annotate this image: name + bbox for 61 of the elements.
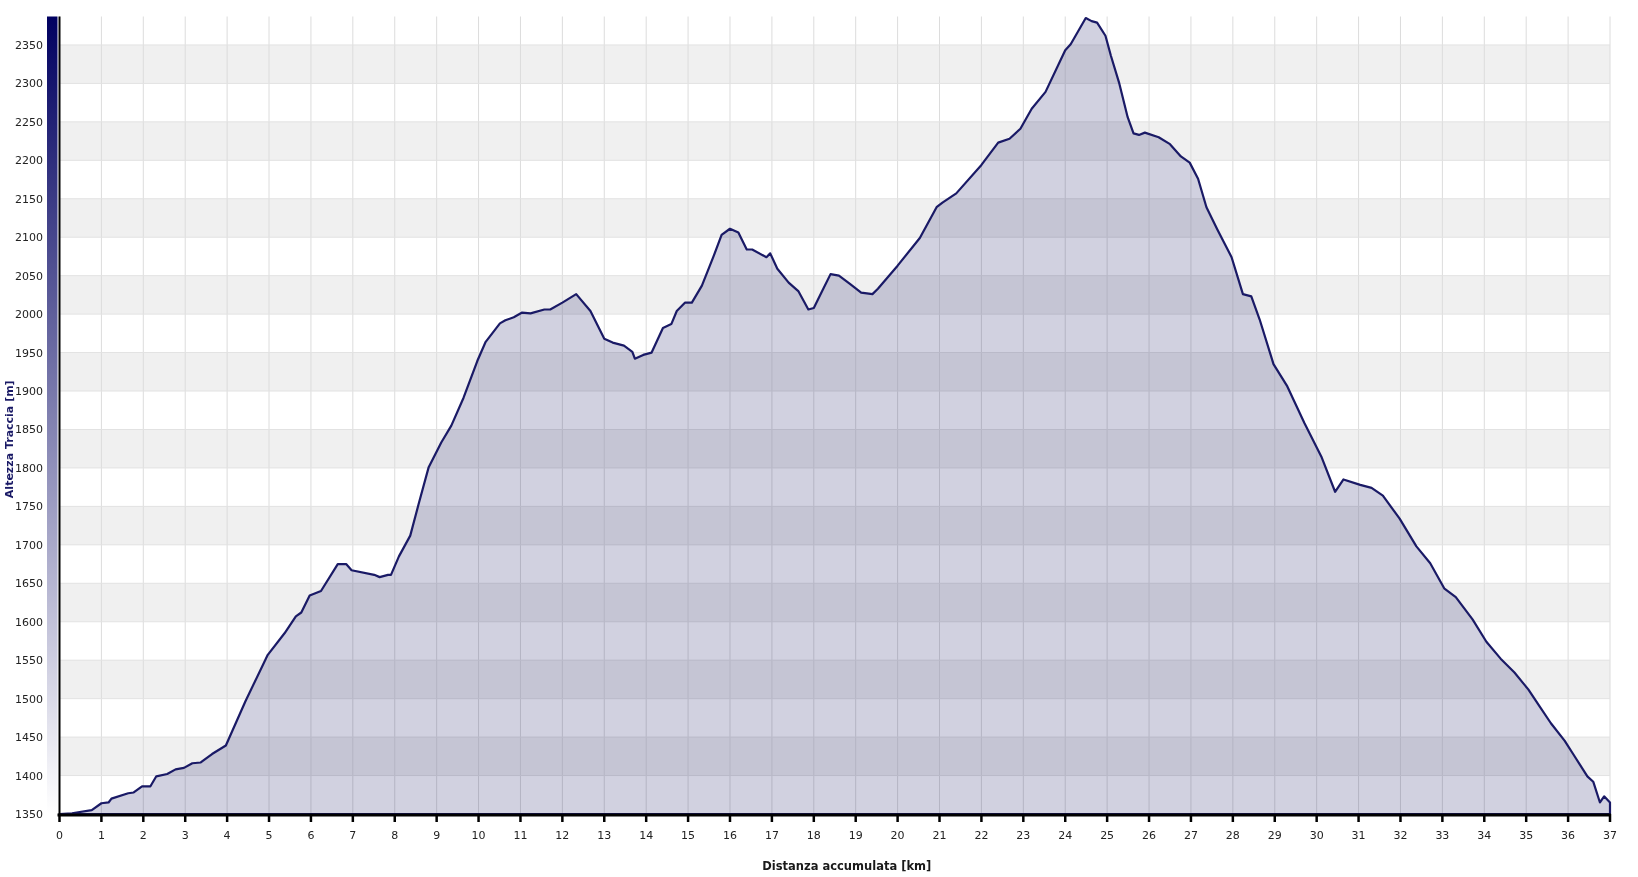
x-tick-label: 15 [681, 829, 696, 842]
y-tick-label: 2050 [15, 269, 43, 283]
x-tick-label: 31 [1351, 829, 1366, 842]
x-tick-label: 8 [391, 829, 399, 842]
y-tick-label: 1850 [15, 423, 43, 437]
x-axis-title: Distanza accumulata [km] [762, 859, 932, 873]
x-tick-label: 9 [433, 829, 441, 842]
x-tick-label: 3 [181, 829, 189, 842]
x-tick-label: 29 [1267, 829, 1282, 842]
x-tick-label: 13 [597, 829, 612, 842]
x-tick-label: 35 [1519, 829, 1534, 842]
y-tick-label: 2150 [15, 192, 43, 206]
y-tick-label: 1600 [15, 615, 43, 629]
y-tick-label: 1400 [15, 769, 43, 783]
x-tick-label: 26 [1142, 829, 1157, 842]
x-tick-label: 25 [1100, 829, 1115, 842]
x-tick-label: 4 [223, 829, 231, 842]
y-tick-label: 1550 [15, 654, 43, 668]
x-tick-label: 18 [806, 829, 821, 842]
x-tick-label: 17 [764, 829, 779, 842]
x-tick-label: 23 [1016, 829, 1031, 842]
y-tick-label: 1950 [15, 346, 43, 360]
y-tick-label: 1500 [15, 692, 43, 706]
y-tick-label: 1450 [15, 731, 43, 745]
x-tick-label: 32 [1393, 829, 1408, 842]
x-tick-label: 33 [1435, 829, 1450, 842]
y-tick-label: 2000 [15, 308, 43, 322]
y-tick-label: 1650 [15, 577, 43, 591]
y-tick-label: 2200 [15, 154, 43, 168]
x-tick-label: 37 [1603, 829, 1617, 842]
y-tick-label: 1350 [15, 808, 43, 821]
x-tick-label: 21 [932, 829, 947, 842]
x-tick-label: 7 [349, 829, 357, 842]
x-tick-label: 0 [56, 829, 63, 842]
y-tick-label: 1700 [15, 538, 43, 552]
x-tick-label: 16 [722, 829, 737, 842]
x-tick-label: 34 [1477, 829, 1492, 842]
x-tick-label: 10 [471, 829, 486, 842]
x-tick-label: 30 [1309, 829, 1324, 842]
x-tick-label: 1 [97, 829, 105, 842]
x-tick-label: 27 [1183, 829, 1198, 842]
x-tick-label: 12 [555, 829, 570, 842]
y-tick-label: 1750 [15, 500, 43, 514]
x-tick-label: 28 [1225, 829, 1240, 842]
x-tick-label: 11 [513, 829, 528, 842]
x-tick-label: 6 [307, 829, 315, 842]
x-tick-label: 36 [1561, 829, 1576, 842]
x-tick-label: 24 [1058, 829, 1073, 842]
y-tick-label: 2250 [15, 115, 43, 129]
y-tick-label: 1800 [15, 461, 43, 475]
x-tick-label: 2 [139, 829, 147, 842]
y-tick-label: 2350 [15, 38, 43, 52]
y-axis-title: Altezza Traccia [m] [3, 380, 16, 499]
x-tick-label: 5 [265, 829, 273, 842]
x-tick-label: 22 [974, 829, 989, 842]
y-tick-label: 2100 [15, 231, 43, 245]
x-tick-label: 14 [639, 829, 654, 842]
x-tick-label: 20 [890, 829, 905, 842]
x-tick-label: 19 [848, 829, 863, 842]
y-tick-label: 1900 [15, 385, 43, 399]
y-tick-label: 2300 [15, 77, 43, 91]
